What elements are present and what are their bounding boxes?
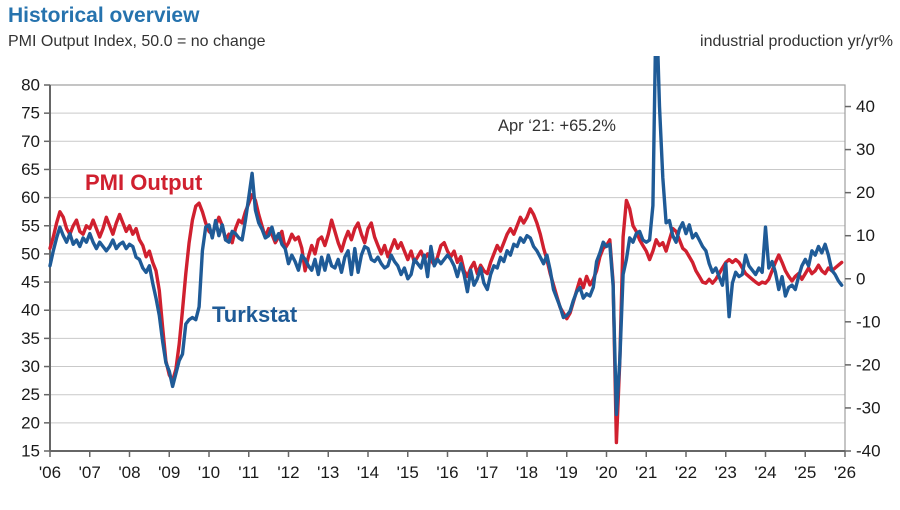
turkstat-series-label: Turkstat [212,302,298,327]
left-axis-tick-label: 30 [21,357,40,376]
left-axis-tick-label: 70 [21,132,40,151]
x-axis-tick-label: '14 [357,463,379,482]
pmi-output-series-label: PMI Output [85,170,203,195]
x-axis-tick-label: '21 [635,463,657,482]
left-axis-tick-label: 40 [21,301,40,320]
x-axis-tick-label: '16 [436,463,458,482]
x-axis-tick-label: '07 [79,463,101,482]
right-axis-caption: industrial production yr/yr% [700,33,893,50]
left-axis-tick-label: 55 [21,216,40,235]
x-axis-tick-label: '10 [198,463,220,482]
x-axis-tick-label: '20 [595,463,617,482]
left-axis-tick-label: 60 [21,188,40,207]
left-axis-tick-label: 75 [21,104,40,123]
right-axis-tick-label: -10 [856,312,881,331]
left-axis-tick-label: 20 [21,413,40,432]
x-axis-tick-label: '13 [317,463,339,482]
right-axis-tick-label: 40 [856,97,875,116]
left-axis-tick-label: 15 [21,442,40,461]
x-axis-tick-label: '24 [754,463,776,482]
series-line-turkstat [48,56,844,417]
x-axis-tick-label: '17 [476,463,498,482]
x-axis-tick-label: '08 [118,463,140,482]
x-axis-tick-label: '06 [39,463,61,482]
left-axis-caption: PMI Output Index, 50.0 = no change [8,33,266,50]
right-axis-tick-label: -40 [856,442,881,461]
right-axis-tick-label: 30 [856,140,875,159]
x-axis-tick-label: '25 [794,463,816,482]
right-axis-tick-label: -30 [856,398,881,417]
right-axis-tick-label: 20 [856,183,875,202]
x-axis-tick-label: '23 [715,463,737,482]
left-axis-tick-label: 35 [21,329,40,348]
x-axis-tick-label: '26 [834,463,856,482]
left-axis-tick-label: 50 [21,244,40,263]
x-axis-tick-label: '12 [277,463,299,482]
x-axis-tick-label: '18 [516,463,538,482]
x-axis-tick-label: '11 [238,463,259,482]
left-axis-tick-label: 25 [21,385,40,404]
x-axis-tick-label: '09 [158,463,180,482]
x-axis-tick-label: '22 [675,463,697,482]
series-line-pmi-output [48,193,844,445]
x-axis-tick-label: '15 [397,463,419,482]
left-axis-tick-label: 65 [21,160,40,179]
apr-21-annotation: Apr ‘21: +65.2% [498,117,616,135]
left-axis-tick-label: 80 [21,76,40,95]
right-axis-tick-label: 0 [856,269,865,288]
right-axis-tick-label: -20 [856,355,881,374]
page-title: Historical overview [8,4,200,27]
right-axis-tick-label: 10 [856,226,875,245]
x-axis-tick-label: '19 [556,463,578,482]
left-axis-tick-label: 45 [21,273,40,292]
